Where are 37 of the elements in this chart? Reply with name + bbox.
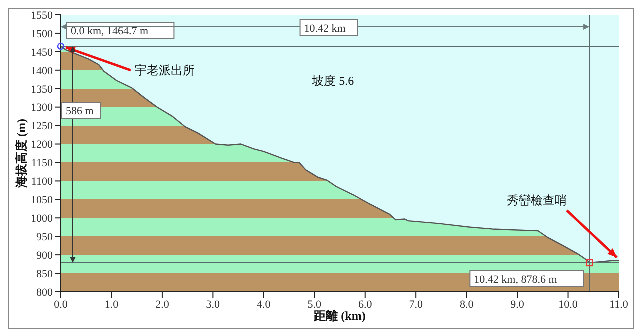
- x-axis-title: 距離 (km): [313, 309, 366, 323]
- y-tick-label: 1500: [31, 28, 54, 40]
- y-tick-label: 1050: [31, 194, 54, 207]
- y-tick-label: 1450: [31, 46, 54, 59]
- annotation: 10.42 km, 878.6 m: [474, 274, 558, 286]
- y-tick-label: 900: [36, 250, 54, 262]
- x-tick-label: 10.0: [558, 298, 578, 311]
- y-axis-title: 海拔高度 (m): [14, 119, 28, 189]
- x-tick-label: 8.0: [460, 298, 474, 311]
- x-tick-label: 4.0: [257, 298, 272, 311]
- y-tick-label: 1250: [31, 120, 54, 133]
- x-tick-label: 5.0: [308, 298, 322, 311]
- y-tick-label: 1150: [31, 158, 54, 170]
- y-tick-label: 1400: [31, 65, 54, 78]
- y-tick-label: 1300: [31, 102, 54, 114]
- y-tick-label: 1350: [31, 84, 54, 96]
- x-tick-label: 9.0: [510, 298, 525, 311]
- x-tick-label: 3.0: [206, 298, 221, 311]
- y-tick-label: 1100: [31, 176, 54, 188]
- y-tick-label: 850: [36, 268, 54, 280]
- x-tick-label: 7.0: [409, 298, 424, 311]
- annotation: 0.0 km, 1464.7 m: [71, 26, 150, 38]
- x-tick-label: 2.0: [156, 298, 170, 311]
- annotation: 秀巒檢查哨: [507, 194, 567, 208]
- y-tick-label: 1550: [31, 10, 54, 22]
- x-tick-label: 11.0: [610, 298, 629, 311]
- x-tick-label: 0.0: [54, 298, 68, 311]
- annotation: 坡度 5.6: [311, 74, 354, 88]
- annotation: 586 m: [66, 106, 94, 118]
- annotation: 宇老派出所: [135, 64, 195, 78]
- y-tick-label: 950: [36, 232, 54, 244]
- y-tick-label: 800: [36, 286, 54, 299]
- x-tick-label: 1.0: [104, 298, 120, 311]
- annotation: 10.42 km: [304, 23, 346, 35]
- x-tick-label: 6.0: [358, 298, 373, 311]
- y-tick-label: 1000: [31, 213, 54, 226]
- y-tick-label: 1200: [31, 139, 54, 152]
